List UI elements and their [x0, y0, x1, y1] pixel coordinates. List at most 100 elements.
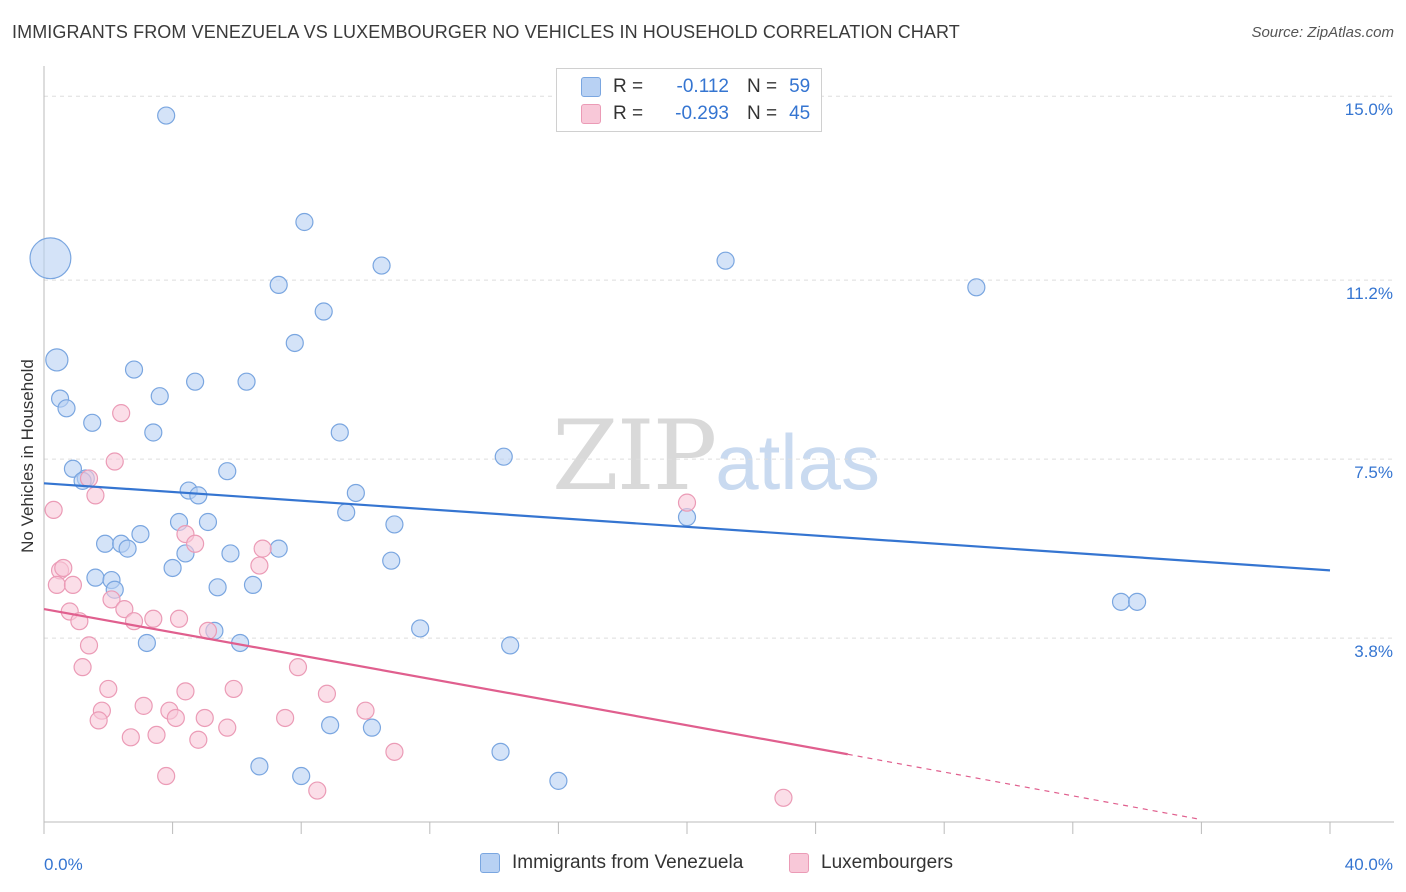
venezuela-point — [95, 534, 115, 553]
venezuela-point — [337, 503, 356, 522]
n-label: N = — [747, 76, 778, 97]
luxembourger-point — [47, 575, 66, 595]
venezuela-point — [250, 757, 269, 776]
venezuela-point — [362, 718, 382, 737]
legend-swatch-blue — [480, 853, 500, 873]
venezuela-point — [237, 372, 256, 391]
venezuela-point — [1111, 592, 1131, 611]
n-label: N = — [747, 103, 778, 124]
luxembourger-point — [54, 558, 73, 578]
luxembourger-point — [224, 679, 243, 699]
venezuela-point — [372, 256, 391, 275]
y-tick-label: 15.0% — [1345, 100, 1393, 119]
luxembourger-point — [121, 728, 140, 747]
r-label: R = — [613, 76, 644, 97]
venezuela-point — [198, 512, 218, 532]
venezuela-point — [411, 619, 430, 638]
luxembourger-point — [317, 684, 337, 703]
luxembourger-point — [134, 696, 153, 715]
luxembourger-point — [189, 730, 208, 749]
venezuela-point — [150, 387, 169, 406]
legend-swatch-blue — [581, 77, 601, 97]
luxembourger-point — [79, 469, 99, 488]
legend-swatch-pink — [789, 853, 809, 873]
x-tick-label: 40.0% — [1345, 855, 1393, 874]
legend-label: Luxembourgers — [821, 852, 954, 873]
luxembourger-point — [99, 679, 118, 699]
luxembourger-point — [144, 609, 163, 628]
venezuela-point — [157, 106, 176, 125]
luxembourger-point — [73, 658, 92, 677]
venezuela-point — [189, 486, 208, 505]
luxembourger-point — [288, 658, 308, 677]
r-value: -0.112 — [676, 76, 729, 97]
venezuela-point — [967, 278, 986, 297]
venezuela-point — [292, 766, 311, 786]
watermark-zip: ZIP — [552, 400, 717, 512]
venezuela-point — [501, 636, 520, 655]
source-credit: Source: ZipAtlas.com — [1251, 24, 1394, 41]
series-legend: Immigrants from Venezuela Luxembourgers — [0, 852, 1406, 878]
r-label: R = — [613, 103, 644, 124]
venezuela-point — [382, 551, 401, 570]
legend-swatch-pink — [581, 104, 601, 124]
venezuela-point — [83, 413, 102, 432]
y-tick-label: 7.5% — [1354, 463, 1393, 482]
venezuela-trend-line — [43, 482, 1331, 572]
luxembourger-point — [276, 708, 295, 728]
stats-legend-row-venezuela: R = -0.112 N = 59 — [581, 75, 810, 99]
luxembourger-point — [79, 636, 99, 655]
venezuela-point — [144, 423, 163, 442]
venezuela-point — [29, 237, 72, 280]
venezuela-point — [346, 483, 365, 503]
luxembourger-point — [176, 682, 195, 701]
n-value: 45 — [789, 103, 811, 124]
luxembourger-point — [157, 766, 176, 786]
luxembourger-point — [250, 556, 269, 575]
y-tick-label: 11.2% — [1346, 284, 1393, 303]
luxembourger-point — [105, 452, 124, 471]
watermark-atlas: atlas — [715, 418, 880, 506]
venezuela-point — [385, 515, 404, 534]
venezuela-point — [137, 633, 156, 653]
y-tick-label: 3.8% — [1354, 642, 1393, 661]
watermark: ZIPatlas — [552, 400, 880, 512]
venezuela-point — [218, 462, 237, 481]
luxembourger-point — [774, 788, 793, 807]
stats-legend-row-luxembourger: R = -0.293 N = 45 — [581, 102, 810, 126]
luxembourger-point — [218, 718, 237, 737]
venezuela-point — [243, 575, 263, 595]
luxembourger-point — [169, 609, 189, 628]
venezuela-point — [163, 558, 182, 578]
venezuela-point — [330, 423, 349, 442]
venezuela-point — [208, 578, 227, 597]
venezuela-point — [494, 447, 513, 466]
chart-title: IMMIGRANTS FROM VENEZUELA VS LUXEMBOURGE… — [12, 22, 960, 42]
luxembourger-point — [115, 599, 134, 619]
luxembourger-point — [356, 701, 375, 720]
luxembourger-point — [385, 742, 404, 761]
venezuela-point — [221, 544, 240, 563]
legend-item-luxembourgers[interactable]: Luxembourgers — [789, 852, 953, 874]
n-value: 59 — [789, 76, 811, 97]
stats-legend: R = -0.112 N = 59 R = -0.293 N = 45 — [556, 68, 822, 132]
venezuela-point — [118, 539, 137, 558]
venezuela-point — [321, 716, 340, 735]
luxembourger-trend-line — [43, 608, 848, 756]
luxembourger-point — [102, 590, 121, 609]
venezuela-point — [269, 275, 288, 295]
venezuela-point — [491, 742, 510, 761]
r-value: -0.293 — [675, 103, 729, 124]
y-axis-label: No Vehicles in Household — [18, 359, 37, 553]
venezuela-point — [314, 302, 333, 321]
x-tick-label: 0.0% — [44, 855, 83, 874]
venezuela-point — [45, 348, 69, 372]
venezuela-point — [124, 360, 144, 379]
luxembourger-point — [112, 404, 131, 423]
venezuela-point — [285, 333, 304, 353]
luxembourger-point — [677, 493, 697, 512]
luxembourger-point — [166, 708, 185, 728]
legend-item-venezuela[interactable]: Immigrants from Venezuela — [480, 852, 743, 874]
venezuela-point — [1127, 592, 1147, 611]
luxembourger-point — [253, 539, 272, 558]
